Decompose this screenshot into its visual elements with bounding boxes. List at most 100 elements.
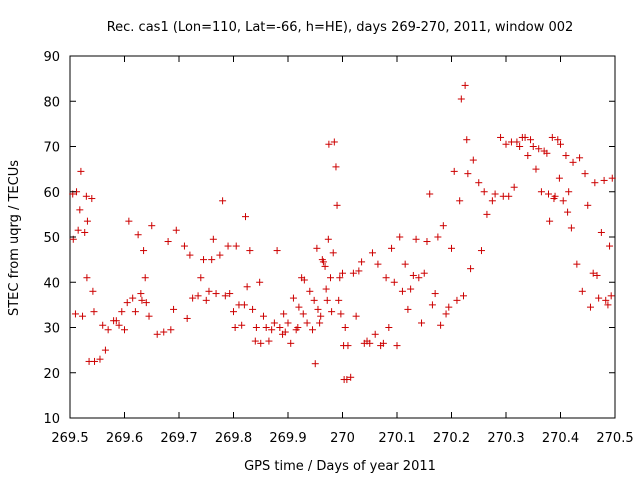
data-point xyxy=(313,244,321,252)
data-point xyxy=(265,337,273,345)
data-point xyxy=(475,179,483,187)
data-point xyxy=(412,235,420,243)
data-point xyxy=(591,179,599,187)
data-point xyxy=(328,308,336,316)
y-axis: 10 20 30 40 50 60 70 80 90 xyxy=(43,50,615,427)
x-tick-label: 270.5 xyxy=(596,431,633,446)
data-point xyxy=(600,176,608,184)
data-point xyxy=(366,339,374,347)
data-point xyxy=(140,247,148,255)
data-point xyxy=(268,326,276,334)
data-point xyxy=(319,258,327,266)
data-point xyxy=(559,197,567,205)
data-point xyxy=(339,269,346,277)
data-point xyxy=(224,242,232,250)
data-point xyxy=(262,324,270,331)
data-point xyxy=(83,274,91,282)
data-point xyxy=(554,136,562,144)
data-point xyxy=(202,296,210,304)
data-point xyxy=(289,294,297,302)
data-point xyxy=(77,167,85,175)
data-point xyxy=(183,314,191,322)
data-point xyxy=(595,294,603,302)
data-point xyxy=(246,247,254,255)
y-tick-label: 30 xyxy=(43,322,60,337)
x-tick-label: 270.1 xyxy=(378,431,415,446)
data-point xyxy=(295,303,303,311)
data-point xyxy=(349,269,357,277)
data-point xyxy=(252,324,260,331)
data-point xyxy=(276,324,284,331)
data-point xyxy=(112,317,120,325)
x-tick-label: 269.5 xyxy=(51,431,88,446)
data-point xyxy=(219,197,227,205)
plot-area xyxy=(69,55,616,419)
data-point xyxy=(602,296,610,304)
data-point xyxy=(407,285,415,293)
data-point xyxy=(82,192,90,200)
data-point xyxy=(231,324,239,331)
data-point xyxy=(606,242,614,250)
data-point xyxy=(83,217,91,225)
data-point xyxy=(607,292,615,300)
data-point xyxy=(115,321,123,329)
data-point xyxy=(172,226,180,234)
data-point xyxy=(209,235,217,243)
data-point xyxy=(382,274,390,282)
data-point xyxy=(423,238,431,246)
data-point xyxy=(96,355,104,363)
data-point xyxy=(497,133,505,141)
data-point xyxy=(259,312,267,320)
data-point xyxy=(226,290,234,298)
data-point xyxy=(311,360,319,368)
data-point xyxy=(341,324,349,331)
data-point xyxy=(578,287,586,295)
data-point xyxy=(343,376,351,384)
data-point xyxy=(284,319,292,327)
data-point xyxy=(546,217,554,225)
data-point xyxy=(469,156,477,164)
data-point xyxy=(483,210,491,218)
data-point xyxy=(287,339,295,347)
data-point xyxy=(358,258,366,266)
y-tick-label: 80 xyxy=(43,95,60,110)
data-point xyxy=(396,233,404,241)
data-point xyxy=(314,305,322,313)
data-point xyxy=(243,283,251,291)
x-axis-title: GPS time / Days of year 2011 xyxy=(244,459,436,474)
data-point xyxy=(491,190,499,198)
data-point xyxy=(390,278,398,286)
data-point xyxy=(303,319,311,327)
data-point xyxy=(461,81,469,89)
data-point xyxy=(448,244,455,252)
data-point xyxy=(459,292,467,300)
data-point xyxy=(148,222,156,230)
data-point xyxy=(510,183,518,191)
data-point xyxy=(160,328,168,336)
x-tick-label: 269.8 xyxy=(215,431,252,446)
data-point xyxy=(180,242,188,250)
data-point xyxy=(321,262,329,270)
y-tick-label: 10 xyxy=(43,412,60,427)
x-tick-label: 270.3 xyxy=(487,431,524,446)
data-point xyxy=(453,296,461,304)
data-point xyxy=(145,312,153,320)
x-tick-label: 269.6 xyxy=(106,431,143,446)
data-point xyxy=(524,152,532,160)
data-point xyxy=(170,305,178,313)
data-point xyxy=(76,206,84,214)
data-point xyxy=(241,213,249,221)
data-point xyxy=(567,224,575,232)
data-point xyxy=(393,342,401,350)
data-point xyxy=(134,231,142,239)
data-point xyxy=(281,328,289,336)
data-point xyxy=(398,287,406,295)
data-point xyxy=(238,321,246,329)
data-point xyxy=(502,140,510,148)
data-point xyxy=(232,242,240,250)
data-point xyxy=(153,330,161,338)
data-point xyxy=(557,140,564,148)
data-point xyxy=(404,305,412,313)
data-point xyxy=(385,324,393,331)
